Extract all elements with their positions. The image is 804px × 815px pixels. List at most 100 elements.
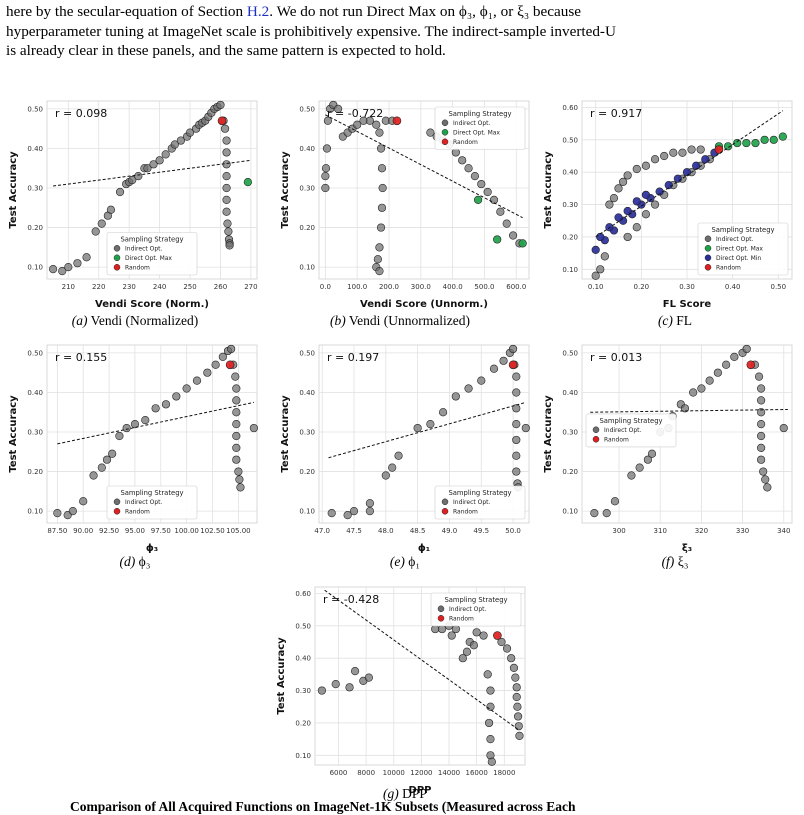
y-tick-label: 0.10 bbox=[27, 508, 43, 516]
x-axis-label: ϕ₃ bbox=[146, 543, 158, 554]
caption-f: (f) ξ₃ bbox=[661, 554, 689, 569]
y-tick-label: 0.30 bbox=[299, 185, 315, 193]
y-tick-label: 0.50 bbox=[299, 105, 315, 113]
legend-entry: Indirect Opt. bbox=[125, 246, 163, 253]
point-indirect bbox=[89, 471, 98, 480]
point-direct_max bbox=[243, 177, 252, 187]
point-indirect bbox=[487, 757, 496, 766]
y-tick-label: 0.20 bbox=[562, 233, 578, 241]
point-indirect bbox=[477, 179, 486, 189]
point-direct_min bbox=[701, 155, 710, 164]
point-indirect bbox=[779, 423, 788, 433]
legend-box bbox=[434, 106, 526, 150]
chart-e-svg: 0.10 0.20 0.30 0.40 0.50 47.0 47.5 48.0 48.5 49.0… bbox=[280, 344, 530, 554]
x-tick-label: 300 bbox=[612, 527, 625, 535]
point-indirect bbox=[388, 463, 397, 472]
point-indirect bbox=[353, 120, 362, 129]
y-tick-label: 0.50 bbox=[562, 136, 578, 144]
point-indirect bbox=[757, 420, 766, 429]
y-tick-label: 0.30 bbox=[562, 429, 578, 437]
point-indirect bbox=[512, 372, 521, 381]
point-indirect bbox=[489, 364, 499, 373]
point-indirect bbox=[469, 641, 478, 650]
series-random bbox=[508, 360, 518, 370]
point-indirect bbox=[643, 455, 652, 464]
point-indirect bbox=[669, 148, 678, 157]
legend-marker bbox=[437, 605, 445, 613]
point-indirect bbox=[512, 404, 521, 413]
legend-marker bbox=[113, 254, 121, 262]
y-tick-label: 0.40 bbox=[562, 389, 578, 397]
point-indirect bbox=[757, 455, 766, 464]
point-indirect bbox=[79, 497, 88, 506]
chart-f-svg: 0.10 0.20 0.30 0.40 0.50 300 310 320 330 340 ξ₃ Tes… bbox=[543, 344, 793, 554]
point-random bbox=[493, 631, 502, 640]
point-indirect bbox=[232, 384, 241, 393]
x-axis-label: FL Score bbox=[663, 299, 712, 310]
point-indirect bbox=[381, 471, 390, 480]
point-indirect bbox=[512, 388, 521, 397]
point-indirect bbox=[483, 670, 492, 679]
point-indirect bbox=[143, 164, 152, 173]
x-axis-label: Vendi Score (Unnorm.) bbox=[360, 299, 488, 310]
point-indirect bbox=[484, 718, 494, 728]
point-indirect bbox=[172, 392, 181, 401]
correlation-label: r = 0.197 bbox=[327, 351, 379, 364]
y-tick-label: 0.10 bbox=[562, 266, 578, 274]
trend-line bbox=[53, 159, 251, 187]
y-axis-label: Test Accuracy bbox=[276, 637, 287, 715]
panel-fl-score: 0.10 0.20 0.30 0.40 0.50 0.60 0.10 0.20 0.30 0.40… bbox=[540, 93, 800, 313]
y-axis: 0.10 0.20 0.30 0.40 0.50 bbox=[562, 349, 792, 516]
point-indirect bbox=[377, 164, 387, 173]
legend: Sampling Strategy Indirect Opt. Direct Opt… bbox=[697, 222, 789, 276]
point-indirect bbox=[632, 164, 641, 174]
point-indirect bbox=[458, 156, 467, 165]
point-indirect bbox=[600, 252, 609, 261]
caption-e: (e) ϕ₁ bbox=[389, 554, 421, 569]
section-ref-link[interactable]: H.2 bbox=[246, 3, 270, 20]
legend-marker bbox=[113, 245, 121, 252]
legend-marker bbox=[113, 264, 121, 271]
point-indirect bbox=[97, 219, 106, 228]
point-indirect bbox=[464, 384, 473, 393]
x-axis-label: ϕ₁ bbox=[418, 543, 430, 554]
point-indirect bbox=[438, 624, 447, 634]
legend-entry: Random bbox=[453, 509, 478, 516]
point-indirect bbox=[222, 207, 231, 216]
paragraph-line-2: hyperparameter tuning at ImageNet scale … bbox=[6, 22, 616, 40]
point-indirect bbox=[596, 265, 605, 274]
y-tick-label: 0.40 bbox=[27, 145, 43, 153]
point-indirect bbox=[222, 195, 231, 204]
point-indirect bbox=[227, 344, 236, 354]
y-tick-label: 0.60 bbox=[562, 104, 578, 112]
x-tick-label: 16000 bbox=[466, 769, 488, 777]
legend-title: Sampling Strategy bbox=[711, 226, 774, 234]
x-axis: 0.0 100.0 200.0 300.0 400.0 500.0 600.0 bbox=[320, 101, 526, 291]
point-indirect bbox=[757, 384, 766, 393]
point-indirect bbox=[376, 223, 386, 232]
y-axis-label: Test Accuracy bbox=[543, 395, 554, 473]
y-tick-label: 0.50 bbox=[299, 349, 315, 357]
x-tick-label: 48.5 bbox=[410, 527, 426, 535]
point-indirect bbox=[486, 702, 495, 711]
point-indirect bbox=[115, 187, 125, 197]
point-indirect bbox=[376, 144, 386, 153]
y-axis: 0.10 0.20 0.30 0.40 0.50 bbox=[27, 105, 257, 272]
legend-title: Sampling Strategy bbox=[448, 110, 511, 118]
point-indirect bbox=[102, 455, 112, 464]
y-tick-label: 0.20 bbox=[27, 224, 43, 232]
point-indirect bbox=[350, 667, 360, 676]
x-tick-label: 300.0 bbox=[411, 283, 431, 291]
legend-marker bbox=[704, 264, 712, 271]
point-indirect bbox=[489, 195, 499, 204]
panel-vendi-normalized: 0.10 0.20 0.30 0.40 0.50 210 220 230 240 250 260 27… bbox=[5, 93, 265, 313]
point-indirect bbox=[754, 372, 764, 381]
y-tick-label: 0.30 bbox=[299, 429, 315, 437]
y-tick-label: 0.20 bbox=[299, 224, 315, 232]
point-indirect bbox=[486, 686, 495, 695]
x-tick-label: 48.0 bbox=[378, 527, 394, 535]
point-indirect bbox=[192, 376, 202, 385]
y-tick-label: 0.30 bbox=[562, 201, 578, 209]
point-indirect bbox=[697, 384, 706, 393]
point-indirect bbox=[220, 124, 230, 133]
